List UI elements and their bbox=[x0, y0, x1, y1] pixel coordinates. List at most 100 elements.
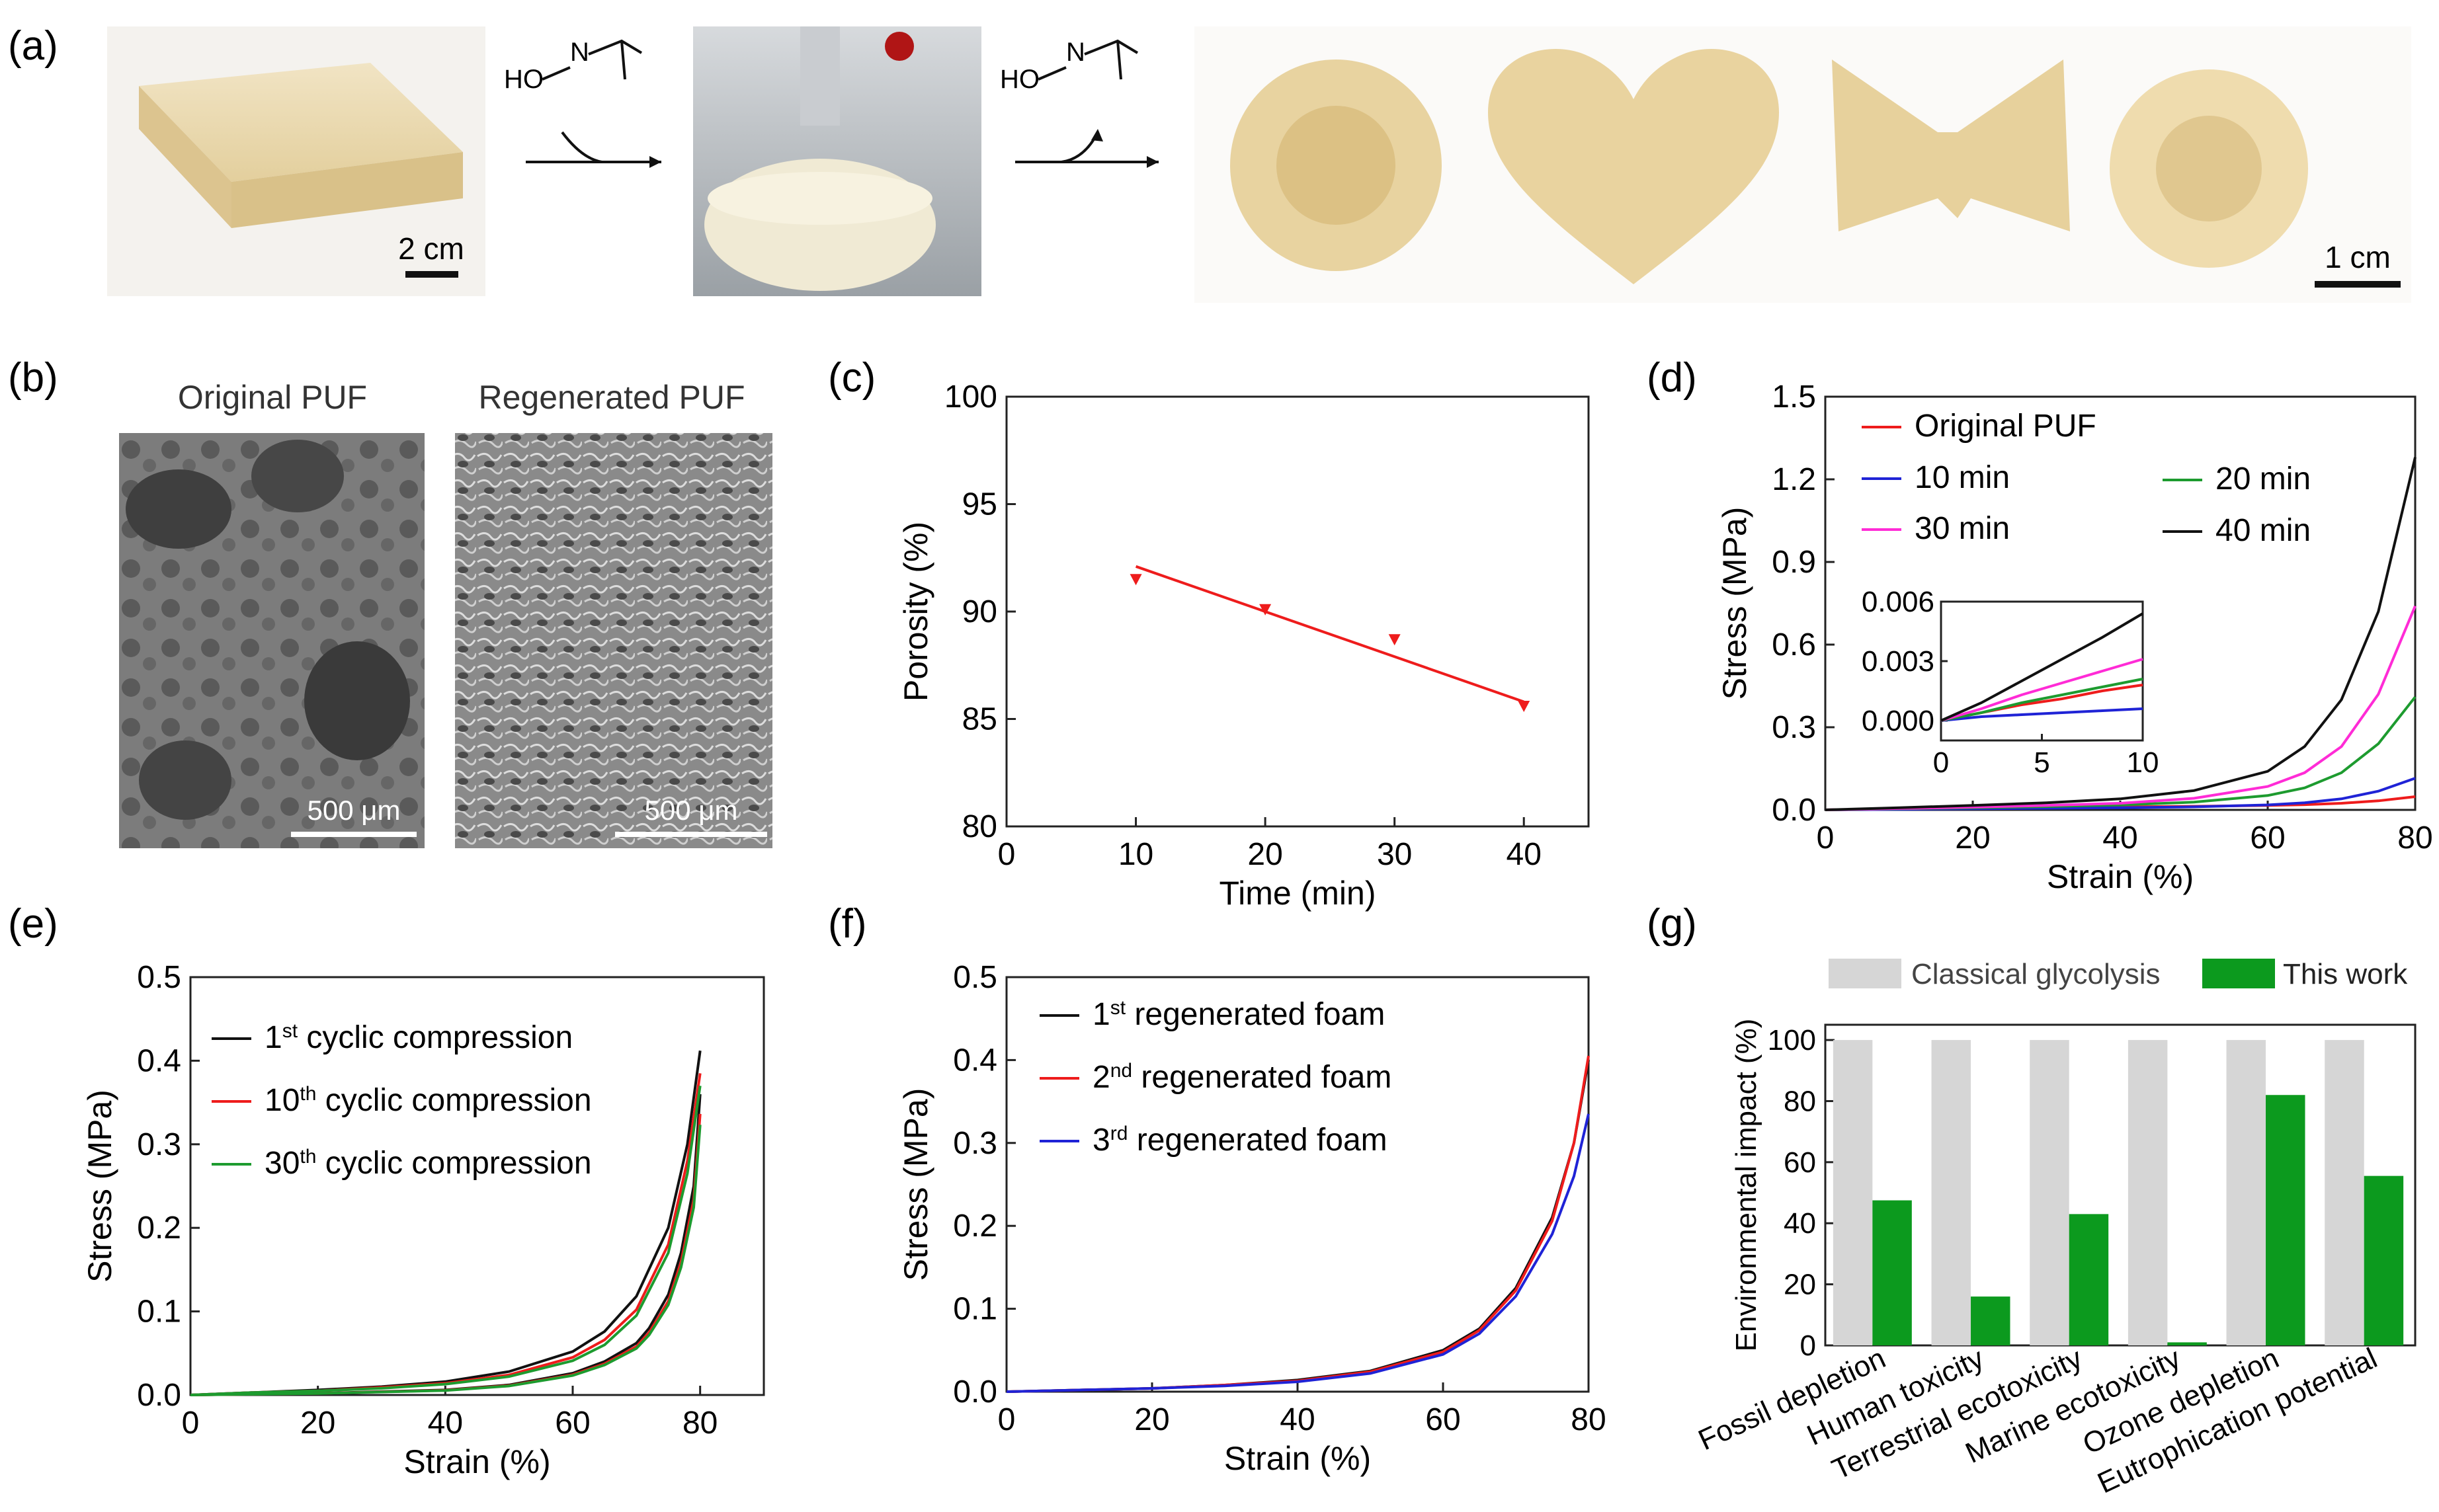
bar bbox=[1971, 1296, 2010, 1345]
panel-b: (b) Original PUF Regenerated PUF 500 μm … bbox=[8, 355, 772, 848]
bar bbox=[2030, 1040, 2069, 1345]
y-tick-label: 0.2 bbox=[137, 1211, 181, 1246]
bar bbox=[2167, 1342, 2207, 1345]
bar bbox=[2128, 1040, 2168, 1345]
x-tick-label: 0 bbox=[1817, 820, 1835, 855]
legend-entry-text: 1st regenerated foam bbox=[1093, 997, 1385, 1033]
scale-bar-left bbox=[405, 271, 458, 278]
legend-entry-text: 1st cyclic compression bbox=[265, 1020, 573, 1056]
sem-scale-label-right: 500 μm bbox=[645, 795, 738, 826]
y-tick-label: 40 bbox=[1784, 1207, 1816, 1240]
sun-foam bbox=[2110, 69, 2308, 268]
legend-entry-text: 3rd regenerated foam bbox=[1093, 1123, 1387, 1158]
loading-curve bbox=[190, 1073, 702, 1396]
data-point bbox=[1259, 604, 1272, 616]
bar bbox=[2266, 1095, 2305, 1345]
panel-d-label: (d) bbox=[1647, 355, 1697, 401]
chart-porosity-vs-time: (c) 0 10 20 30 40 80 85 90 95 100 Time (min) Porosit… bbox=[828, 355, 1590, 912]
x-tick-label: 10 bbox=[1118, 837, 1153, 872]
sem-image-original: 500 μm bbox=[119, 433, 425, 848]
foam-block-photo: 2 cm bbox=[107, 26, 485, 296]
plot-frame bbox=[1005, 395, 1590, 828]
x-tick-label: 60 bbox=[2250, 820, 2285, 855]
series-line bbox=[1825, 605, 2417, 811]
oxime-ho-label-1: HO bbox=[504, 65, 544, 94]
plot-frame bbox=[189, 976, 765, 1396]
legend-swatch bbox=[2202, 959, 2275, 988]
oxime-ho-label-2: HO bbox=[1000, 65, 1040, 94]
x-tick-label: 60 bbox=[555, 1406, 590, 1441]
series-line bbox=[1006, 1060, 1590, 1393]
chart-regenerated-foam-cycles: (f) 0 20 40 60 80 0.0 0.1 0.2 0.3 0.4 0.5 Strain (%)… bbox=[828, 901, 1606, 1477]
inset-x-tick-label: 10 bbox=[2127, 746, 2159, 779]
flask-photo bbox=[693, 26, 981, 296]
bar bbox=[1931, 1040, 1971, 1345]
y-tick-label: 0.6 bbox=[1772, 627, 1816, 662]
legend-entry-text: 30 min bbox=[1915, 511, 2010, 546]
data-point bbox=[1388, 634, 1401, 646]
plot-frame bbox=[1005, 976, 1590, 1393]
y-tick-label: 95 bbox=[962, 487, 997, 522]
series-line bbox=[1825, 457, 2417, 811]
bar bbox=[2069, 1214, 2109, 1345]
heart-foam bbox=[1488, 49, 1779, 284]
flower-foam bbox=[1230, 60, 1442, 271]
inset-series-line bbox=[1940, 612, 2144, 722]
inset-x-tick-label: 0 bbox=[1933, 746, 1949, 779]
inset-y-tick-label: 0.006 bbox=[1862, 586, 1934, 618]
sem-title-regenerated: Regenerated PUF bbox=[478, 379, 745, 416]
x-tick-label: 20 bbox=[1134, 1402, 1169, 1437]
plot-frame bbox=[1824, 1023, 2417, 1347]
y-tick-label: 0.4 bbox=[953, 1043, 997, 1078]
inset-series-line bbox=[1940, 707, 2143, 722]
panel-b-label: (b) bbox=[8, 355, 58, 401]
inset-y-tick-label: 0.000 bbox=[1862, 705, 1934, 737]
data-point bbox=[1518, 701, 1530, 712]
panel-a-label: (a) bbox=[8, 23, 58, 69]
y-axis-label: Stress (MPa) bbox=[81, 1090, 118, 1283]
x-tick-label: 40 bbox=[428, 1406, 463, 1441]
butterfly-foam bbox=[1832, 60, 2070, 231]
panel-f-label: (f) bbox=[828, 901, 867, 947]
legend-entry-text: 10 min bbox=[1915, 460, 2010, 495]
y-tick-label: 80 bbox=[962, 809, 997, 844]
bar bbox=[1833, 1040, 1873, 1345]
oxime-n-label-1: N bbox=[570, 38, 589, 67]
loading-curve bbox=[190, 1086, 702, 1396]
x-tick-label: 0 bbox=[998, 1402, 1016, 1437]
inset-x-tick-label: 5 bbox=[2034, 746, 2049, 779]
bar bbox=[2226, 1040, 2266, 1345]
y-tick-label: 0.1 bbox=[137, 1294, 181, 1330]
y-tick-label: 20 bbox=[1784, 1269, 1816, 1301]
panel-a: (a) 2 cm HO N HO N bbox=[8, 23, 2411, 303]
x-tick-label: 20 bbox=[1247, 837, 1282, 872]
inset-series-line bbox=[1940, 678, 2143, 722]
sem-scale-bar-right bbox=[615, 832, 767, 837]
legend-swatch bbox=[1829, 959, 1901, 988]
x-tick-label: 40 bbox=[1280, 1402, 1315, 1437]
x-tick-label: 60 bbox=[1425, 1402, 1460, 1437]
x-tick-label: 80 bbox=[1571, 1402, 1606, 1437]
legend-entry-text: 40 min bbox=[2215, 513, 2311, 548]
y-axis-label: Stress (MPa) bbox=[897, 1088, 934, 1281]
y-tick-label: 85 bbox=[962, 702, 997, 737]
y-tick-label: 0.2 bbox=[953, 1209, 997, 1244]
legend-entry-text: 30th cyclic compression bbox=[265, 1146, 592, 1181]
y-tick-label: 1.2 bbox=[1772, 462, 1816, 497]
chart-stress-strain-regeneration-time: (d) 0 20 40 60 80 0.0 0.3 0.6 0.9 1.2 1.5 Strain (%)… bbox=[1647, 355, 2433, 895]
x-tick-label: 80 bbox=[682, 1406, 718, 1441]
y-tick-label: 0.4 bbox=[137, 1043, 181, 1078]
scale-label-left: 2 cm bbox=[398, 231, 464, 266]
y-tick-label: 1.5 bbox=[1772, 379, 1816, 415]
bar bbox=[2325, 1040, 2364, 1345]
x-tick-label: 80 bbox=[2397, 820, 2432, 855]
y-tick-label: 0.0 bbox=[953, 1374, 997, 1410]
scale-bar-right bbox=[2315, 281, 2401, 288]
oxime-n-label-2: N bbox=[1066, 38, 1085, 67]
unloading-curve bbox=[190, 1125, 702, 1396]
y-tick-label: 0.3 bbox=[137, 1127, 181, 1162]
y-tick-label: 80 bbox=[1784, 1085, 1816, 1117]
sem-image-regenerated: 500 μm bbox=[455, 433, 772, 848]
